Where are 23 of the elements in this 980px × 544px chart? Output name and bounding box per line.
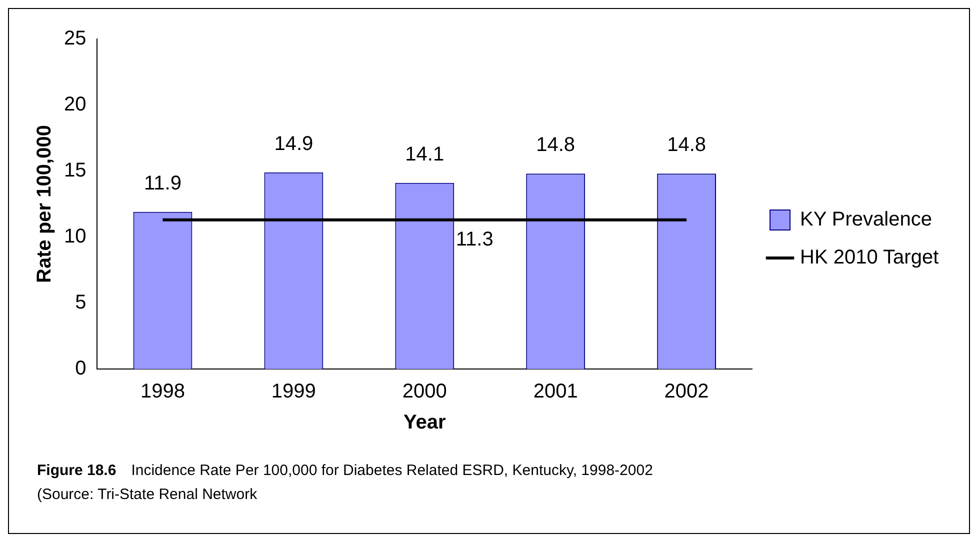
text: (Source: Tri-State Renal Network <box>37 485 258 505</box>
data-label: 11.3 <box>456 228 494 250</box>
y-tick-label: 25 <box>64 28 86 50</box>
data-label: 11.9 <box>144 172 182 194</box>
x-axis-title: Year <box>404 412 446 434</box>
y-tick-label: 5 <box>75 292 86 314</box>
x-tick-label: 1998 <box>140 380 185 403</box>
data-label: 14.1 <box>405 143 444 166</box>
y-tick-label: 15 <box>64 160 86 182</box>
legend-label: HK 2010 Target <box>800 246 940 269</box>
x-tick-label: 2001 <box>533 380 578 403</box>
y-tick-label: 20 <box>64 94 86 116</box>
legend-label: KY Prevalence <box>800 208 932 231</box>
caption: Figure 18.6 Incidence Rate Per 100,000 for Diabetes Related ESRD, Kentucky, 1998-2002 <box>37 461 653 481</box>
y-tick-label: 10 <box>64 226 86 248</box>
data-label: 14.8 <box>667 134 706 156</box>
y-tick-label: 0 <box>75 358 86 380</box>
x-tick-label: 2002 <box>664 380 709 403</box>
y-axis-title: Rate per 100,000 <box>34 125 56 283</box>
x-tick-label: 1999 <box>271 380 316 403</box>
data-label: 14.9 <box>274 132 314 155</box>
data-label: 14.8 <box>536 134 576 156</box>
x-tick-label: 2000 <box>402 380 447 403</box>
